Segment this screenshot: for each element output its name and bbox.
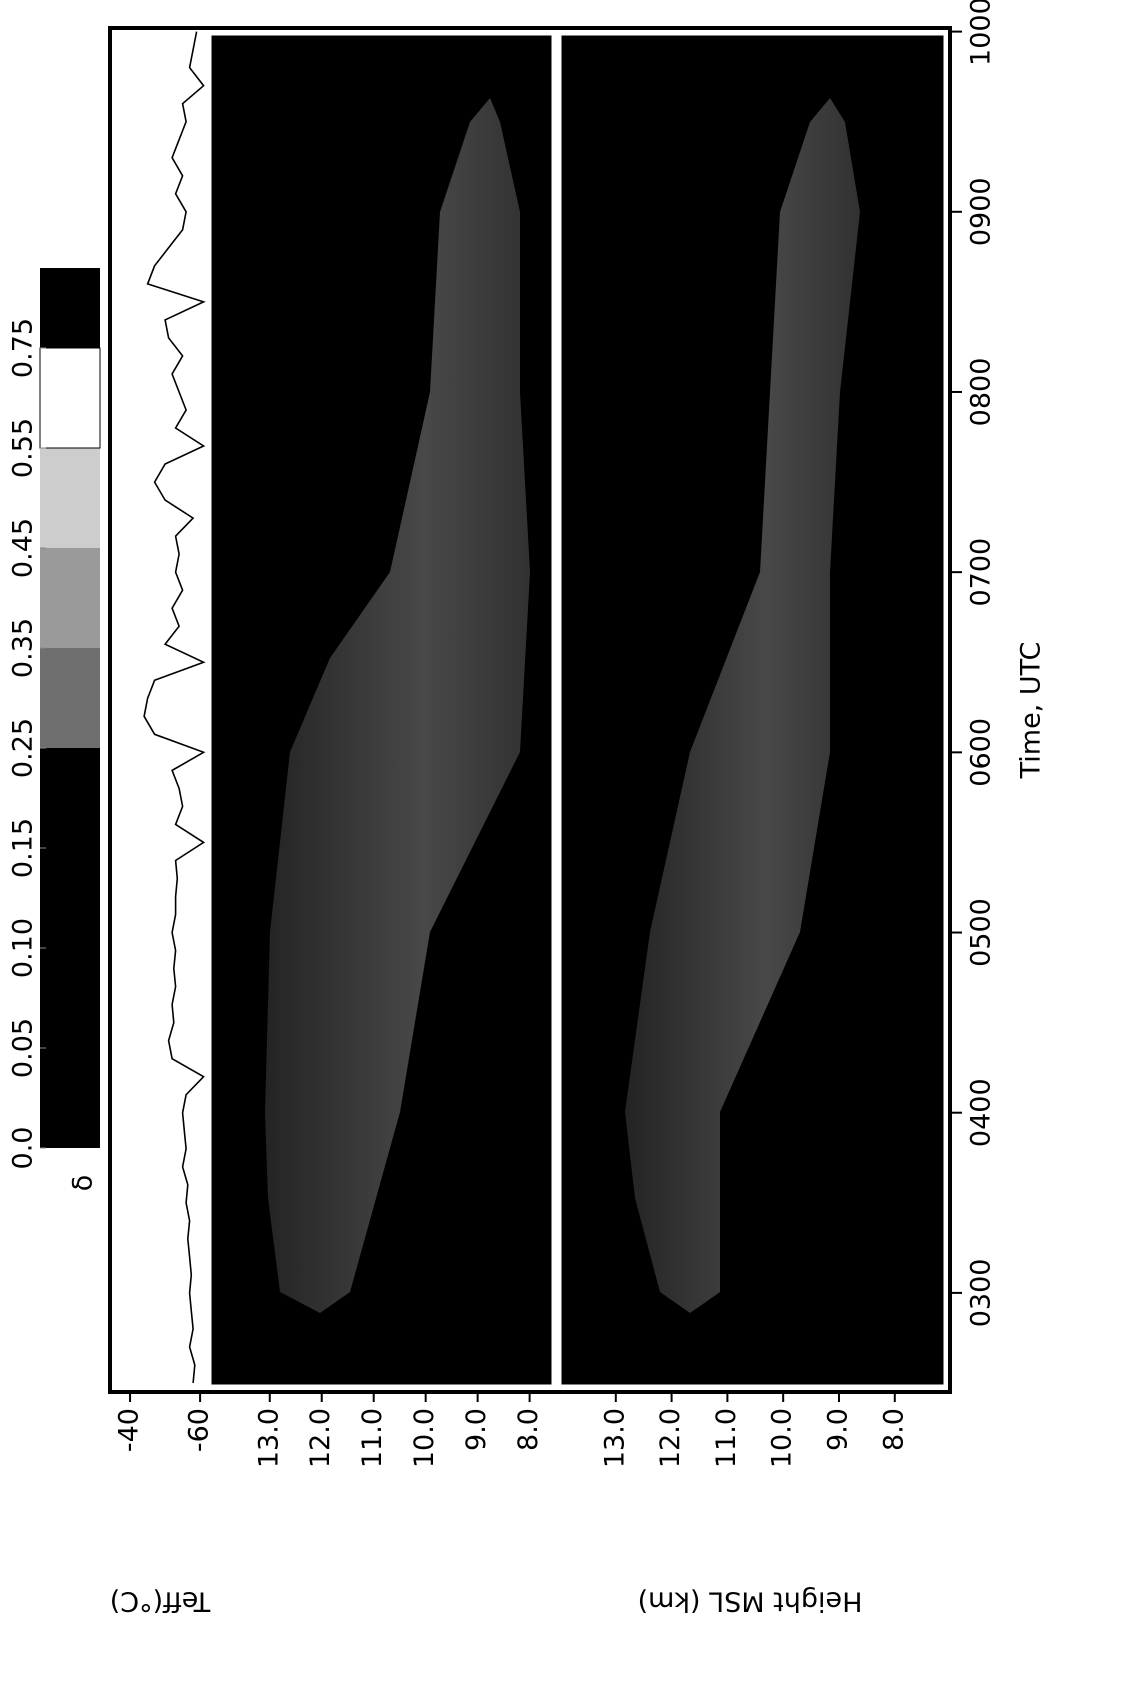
colorbar-segment <box>40 648 100 748</box>
x-tick-label: 0300 <box>966 1259 997 1328</box>
colorbar-segment <box>40 268 100 348</box>
x-axis-title: Time, UTC <box>1016 642 1047 780</box>
y-tick-label: -60 <box>184 1408 215 1452</box>
colorbar-tick-label: 0.55 <box>8 418 39 478</box>
y-tick-label: 8.0 <box>513 1408 544 1451</box>
x-tick-label: 0900 <box>966 177 997 246</box>
x-tick-label: 0700 <box>966 538 997 607</box>
y-tick-label: 10.0 <box>409 1408 440 1468</box>
y-tick-label: 11.0 <box>357 1408 388 1468</box>
y-axis-title: Teff(°C) <box>110 1586 212 1617</box>
y-tick-label: 8.0 <box>878 1408 909 1451</box>
x-tick-label: 0500 <box>966 898 997 967</box>
colorbar-tick-label: 0.15 <box>8 818 39 878</box>
colorbar-segment <box>40 548 100 648</box>
x-tick-label: 0800 <box>966 358 997 427</box>
y-tick-label: 11.0 <box>711 1408 742 1468</box>
cloud-echo <box>625 98 860 1313</box>
y-tick-label: 9.0 <box>822 1408 853 1451</box>
y-tick-label: 10.0 <box>767 1408 798 1468</box>
colorbar-tick-label: 0.05 <box>8 1018 39 1078</box>
x-tick-label: 1000 <box>966 0 997 66</box>
y-tick-label: 13.0 <box>599 1408 630 1468</box>
colorbar-tick-label: 0.45 <box>8 518 39 578</box>
colorbar-segment <box>40 748 100 848</box>
cloud-echo <box>265 98 530 1313</box>
y-tick-label: -40 <box>114 1408 145 1452</box>
colorbar-segment <box>40 1048 100 1148</box>
y-tick-label: 13.0 <box>253 1408 284 1468</box>
x-tick-label: 0400 <box>966 1078 997 1147</box>
teff-line <box>143 31 206 1384</box>
y-tick-label: 9.0 <box>461 1408 492 1451</box>
colorbar-tick-label: 0.35 <box>8 618 39 678</box>
colorbar-segment <box>40 448 100 548</box>
y-tick-label: 12.0 <box>305 1408 336 1468</box>
x-tick-label: 0600 <box>966 718 997 787</box>
colorbar-segment <box>40 948 100 1048</box>
y-tick-label: 12.0 <box>655 1408 686 1468</box>
colorbar-label: δ <box>68 1175 99 1192</box>
colorbar-tick-label: 0.25 <box>8 718 39 778</box>
y-axis-title: Height MSL (km) <box>638 1586 863 1617</box>
colorbar-tick-label: 0.10 <box>8 918 39 978</box>
colorbar-segment <box>39 347 101 449</box>
colorbar-tick-label: 0.75 <box>8 318 39 378</box>
colorbar-tick-label: 0.0 <box>8 1127 39 1170</box>
colorbar-segment <box>40 848 100 948</box>
figure: -40 -60 Teff(°C) 0.0 0.05 0.10 0.15 0.25 0.35 0.4… <box>8 0 1047 1617</box>
